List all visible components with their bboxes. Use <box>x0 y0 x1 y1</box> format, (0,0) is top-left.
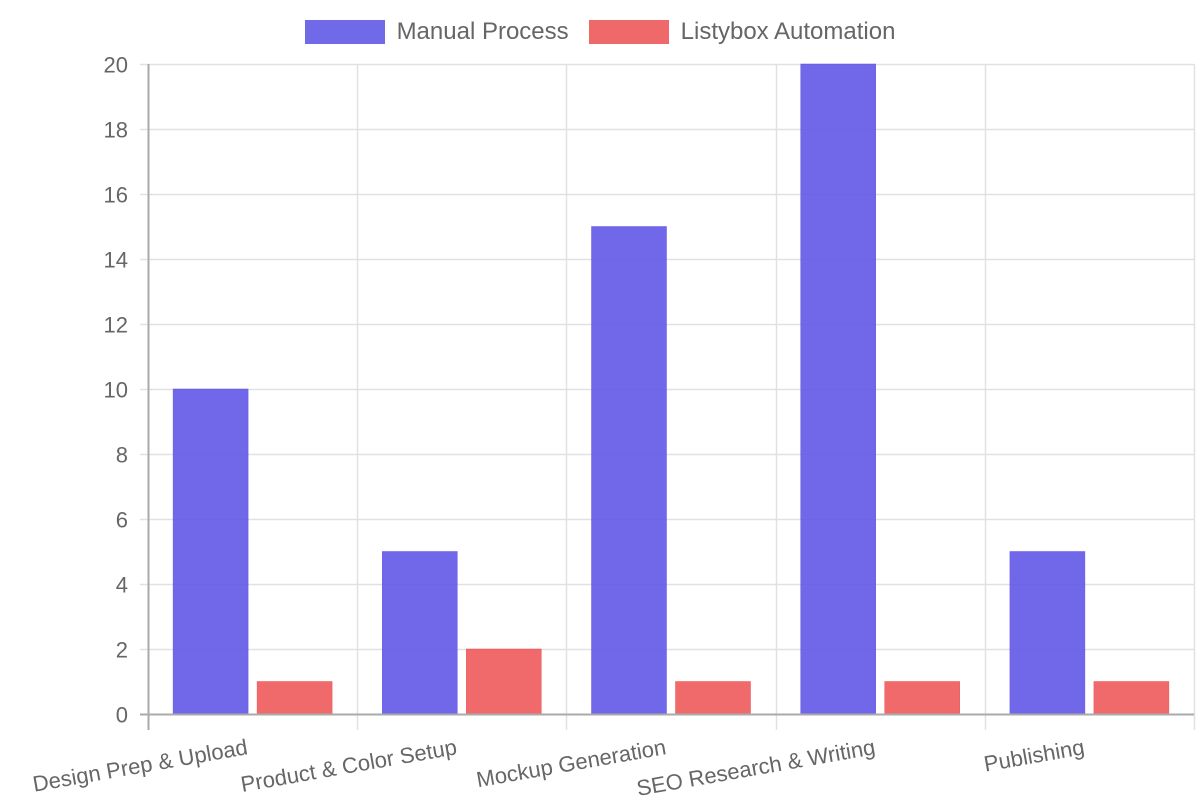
bar-manual-process-3[interactable] <box>800 63 876 715</box>
legend-item-listybox-automation[interactable]: Listybox Automation <box>588 18 896 46</box>
y-tick-label: 20 <box>104 53 128 78</box>
bar-manual-process-0[interactable] <box>172 388 249 715</box>
bars <box>172 63 1170 715</box>
chart-legend: Manual Process Listybox Automation <box>0 18 1200 46</box>
y-tick-label: 4 <box>116 573 128 598</box>
bar-listybox-automation-0[interactable] <box>256 681 333 715</box>
x-tick-label: SEO Research & Writing <box>635 734 877 800</box>
legend-label-manual-process: Manual Process <box>396 18 569 45</box>
bar-manual-process-1[interactable] <box>382 551 458 715</box>
y-tick-label: 2 <box>116 638 128 663</box>
y-tick-label: 0 <box>116 703 128 728</box>
legend-swatch-listybox-automation <box>588 20 669 44</box>
legend-swatch-manual-process <box>304 20 385 44</box>
y-tick-label: 14 <box>104 248 128 273</box>
y-tick-label: 18 <box>104 118 128 143</box>
bar-listybox-automation-4[interactable] <box>1093 681 1170 715</box>
y-axis-ticks: 0 2 4 6 8 10 12 14 16 18 20 <box>104 53 128 728</box>
x-tick-label: Design Prep & Upload <box>31 734 250 796</box>
x-tick-label: Product & Color Setup <box>239 734 459 797</box>
y-tick-label: 10 <box>104 378 128 403</box>
bar-listybox-automation-2[interactable] <box>675 681 751 715</box>
bar-listybox-automation-1[interactable] <box>466 648 542 715</box>
legend-label-listybox-automation: Listybox Automation <box>680 18 896 45</box>
x-tick-label: Publishing <box>982 734 1086 776</box>
y-tick-label: 12 <box>104 313 128 338</box>
axes <box>140 64 1194 730</box>
y-tick-label: 8 <box>116 443 128 468</box>
bar-manual-process-2[interactable] <box>591 226 667 715</box>
legend-item-manual-process[interactable]: Manual Process <box>304 18 569 46</box>
bar-listybox-automation-3[interactable] <box>884 681 960 715</box>
y-tick-label: 6 <box>116 508 128 533</box>
bar-manual-process-4[interactable] <box>1009 551 1086 715</box>
y-tick-label: 16 <box>104 183 128 208</box>
